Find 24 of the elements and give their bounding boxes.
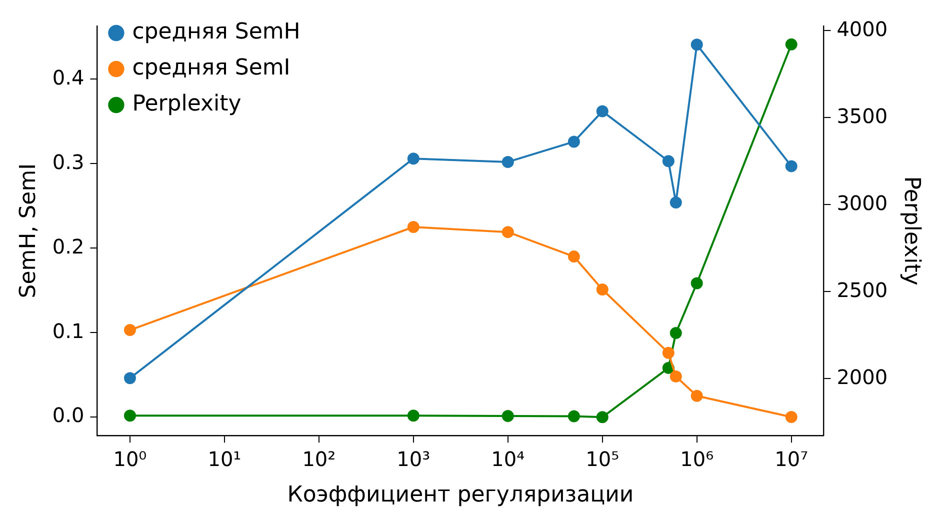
legend-label: средняя SemH xyxy=(132,20,300,45)
x-tick-label: 10² xyxy=(302,446,336,471)
x-tick-label: 10⁰ xyxy=(113,446,147,471)
y2-tick-label: 2500 xyxy=(836,278,888,302)
y-tick-label: 0.4 xyxy=(52,65,84,90)
x-tick-label: 10⁵ xyxy=(586,446,620,471)
y-tick-label: 0.1 xyxy=(52,318,84,343)
x-tick-label: 10¹ xyxy=(208,446,242,471)
y2-tick-label: 4000 xyxy=(836,16,888,41)
y-tick-label: 0.3 xyxy=(52,150,84,174)
x-tick-label: 10⁴ xyxy=(491,446,525,471)
x-tick-label: 10³ xyxy=(396,446,430,471)
legend-label: Perplexity xyxy=(132,92,242,117)
y2-axis-title: Perplexity xyxy=(899,176,924,286)
y2-tick-label: 3500 xyxy=(836,104,888,128)
y-tick-label: 0.0 xyxy=(52,403,84,428)
y2-tick-label: 2000 xyxy=(836,364,888,389)
x-tick-label: 10⁶ xyxy=(680,446,714,471)
y-tick-label: 0.2 xyxy=(52,234,84,258)
y-axis-title: SemH, SemI xyxy=(16,163,41,298)
y2-tick-label: 3000 xyxy=(836,190,888,215)
x-axis-title: Коэффициент регуляризации xyxy=(287,482,634,508)
legend-label: средняя SemI xyxy=(132,56,290,81)
x-tick-label: 10⁷ xyxy=(774,446,808,471)
